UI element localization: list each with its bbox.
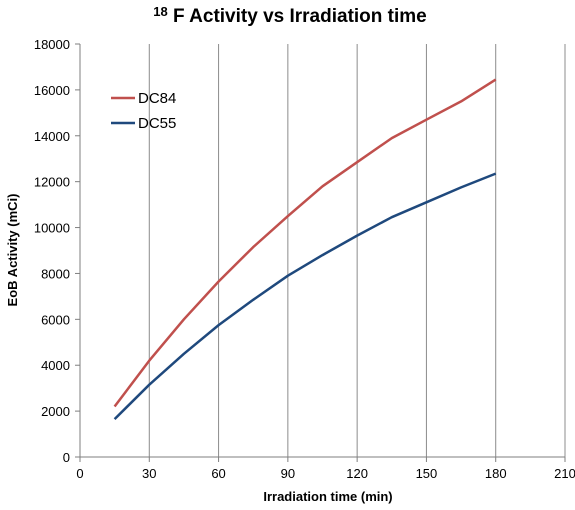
y-tick-label-18000: 18000 <box>34 37 70 52</box>
y-tick-label-10000: 10000 <box>34 221 70 236</box>
x-tick-label-90: 90 <box>281 466 295 481</box>
grid-lines <box>148 44 566 457</box>
y-tick-label-0: 0 <box>63 450 70 465</box>
y-tick-label-12000: 12000 <box>34 175 70 190</box>
y-tick-label-2000: 2000 <box>41 404 70 419</box>
y-tick-label-4000: 4000 <box>41 358 70 373</box>
x-tick-label-120: 120 <box>346 466 368 481</box>
x-tick-label-150: 150 <box>416 466 438 481</box>
x-tick-label-210: 210 <box>554 466 575 481</box>
axes <box>79 44 565 458</box>
x-tick-label-60: 60 <box>211 466 225 481</box>
legend-label-dc84: DC84 <box>138 90 176 107</box>
x-tick-label-0: 0 <box>76 466 83 481</box>
y-tick-label-6000: 6000 <box>41 312 70 327</box>
chart-title: 18 F Activity vs Irradiation time <box>153 0 427 27</box>
y-axis-label: EoB Activity (mCi) <box>5 194 20 307</box>
y-tick-label-8000: 8000 <box>41 266 70 281</box>
legend-label-dc55: DC55 <box>138 115 176 132</box>
legend: DC84 DC55 <box>111 90 176 132</box>
chart-title-main: F Activity vs Irradiation time <box>173 6 427 27</box>
y-tick-label-14000: 14000 <box>34 129 70 144</box>
x-tick-labels: 0 30 60 90 120 150 180 210 <box>76 457 575 481</box>
series-line-dc84 <box>113 78 497 408</box>
y-tick-label-16000: 16000 <box>34 83 70 98</box>
x-axis-label: Irradiation time (min) <box>263 489 392 504</box>
series-lines <box>113 78 497 420</box>
y-tick-labels: 0 2000 4000 6000 8000 10000 12000 14000 16000 180… <box>34 37 80 465</box>
x-tick-label-180: 180 <box>485 466 507 481</box>
series-line-dc55 <box>113 172 497 420</box>
x-tick-label-30: 30 <box>142 466 156 481</box>
chart-title-superscript: 18 <box>153 4 167 19</box>
